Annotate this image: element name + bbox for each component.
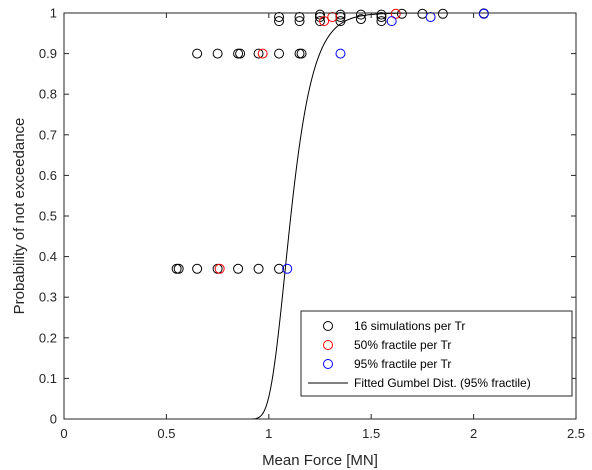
- y-tick-label: 1: [50, 6, 57, 21]
- y-tick-label: 0.6: [39, 168, 57, 183]
- data-point-series-0: [437, 8, 448, 19]
- data-point-series-0: [274, 16, 285, 27]
- data-point-series-0: [396, 8, 407, 19]
- data-point-series-0: [192, 263, 203, 274]
- data-point-series-1: [214, 263, 225, 274]
- data-point-series-0: [212, 48, 223, 59]
- x-tick-label: 2.5: [567, 426, 585, 441]
- legend-circle-marker: [323, 321, 333, 331]
- legend-box: [300, 310, 573, 397]
- data-point-series-0: [296, 48, 307, 59]
- data-point-series-0: [253, 48, 264, 59]
- data-point-series-0: [274, 48, 285, 59]
- x-axis-ticks: 0 0.5 1 1.5 2 2.5: [60, 13, 585, 441]
- y-tick-label: 0.1: [39, 371, 57, 386]
- data-point-series-0: [173, 263, 184, 274]
- y-tick-label: 0.7: [39, 127, 57, 142]
- x-tick-label: 0: [60, 426, 67, 441]
- legend-circle-marker: [323, 359, 333, 369]
- y-tick-label: 0.9: [39, 46, 57, 61]
- data-point-series-0: [315, 16, 325, 27]
- legend-label: 95% fractile per Tr: [354, 357, 451, 371]
- x-tick-label: 2: [470, 426, 477, 441]
- y-tick-label: 0.2: [39, 330, 57, 345]
- legend-circle-marker: [323, 340, 333, 350]
- x-tick-label: 0.5: [157, 426, 175, 441]
- data-point-series-2: [386, 16, 397, 27]
- data-point-series-0: [355, 14, 366, 25]
- data-point-series-0: [235, 48, 246, 59]
- data-point-series-0: [274, 263, 285, 274]
- data-point-series-2: [478, 8, 489, 19]
- y-tick-label: 0.5: [39, 209, 57, 224]
- y-axis-ticks: 0 0.1 0.2 0.3 0.4 0.5 0.6 0.7 0.8 0.9 1: [39, 6, 576, 427]
- y-tick-label: 0.3: [39, 290, 57, 305]
- data-point-series-1: [257, 48, 268, 59]
- data-point-series-0: [233, 263, 244, 274]
- data-point-series-0: [294, 16, 305, 27]
- data-point-series-1: [319, 16, 330, 27]
- data-point-series-0: [335, 16, 346, 27]
- legend-label: Fitted Gumbel Dist. (95% fractile): [354, 376, 531, 390]
- data-point-series-2: [282, 263, 293, 274]
- legend-label: 16 simulations per Tr: [354, 319, 465, 333]
- data-points-layer: [171, 8, 489, 274]
- y-tick-label: 0: [50, 412, 57, 427]
- y-tick-label: 0.4: [39, 249, 57, 264]
- x-axis-label: Mean Force [MN]: [262, 452, 378, 469]
- legend-label: 50% fractile per Tr: [354, 338, 451, 352]
- data-point-series-0: [355, 9, 366, 20]
- data-point-series-0: [192, 48, 203, 59]
- data-point-series-2: [335, 48, 346, 59]
- legend: 16 simulations per Tr 50% fractile per Tr…: [300, 310, 573, 397]
- x-tick-label: 1: [265, 426, 272, 441]
- data-point-series-0: [253, 263, 264, 274]
- y-axis-label: Probability of not exceedance: [11, 118, 28, 315]
- data-point-series-0: [376, 16, 387, 27]
- data-point-series-0: [376, 9, 387, 20]
- x-tick-label: 1.5: [362, 426, 380, 441]
- y-tick-label: 0.8: [39, 87, 57, 102]
